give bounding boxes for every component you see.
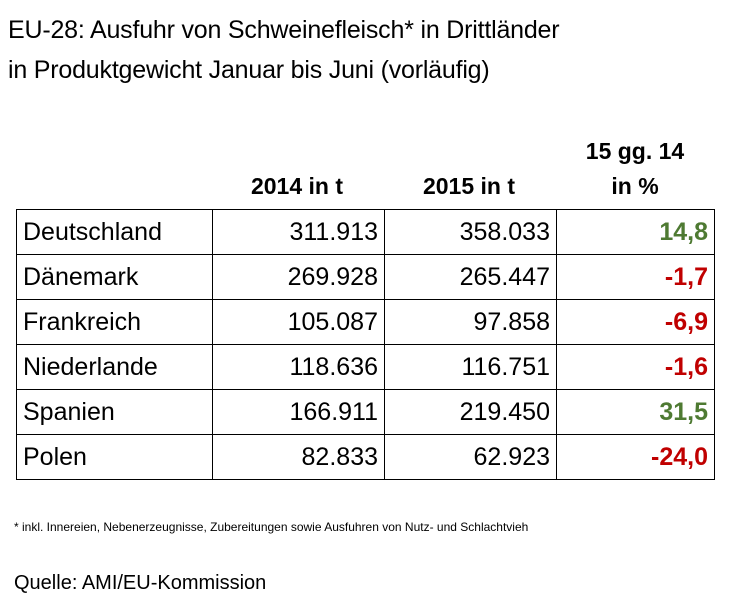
table-row: Frankreich 105.087 97.858 -6,9 [16, 299, 715, 345]
table-row: Deutschland 311.913 358.033 14,8 [16, 209, 715, 255]
change-cell: -6,9 [556, 299, 715, 345]
country-cell: Niederlande [16, 344, 213, 390]
value-2015-cell: 219.450 [384, 389, 557, 435]
country-cell: Polen [16, 434, 213, 480]
value-2015-cell: 97.858 [384, 299, 557, 345]
value-2015-cell: 358.033 [384, 209, 557, 255]
table-row: Dänemark 269.928 265.447 -1,7 [16, 254, 715, 300]
change-cell: -1,6 [556, 344, 715, 390]
value-2015-cell: 62.923 [384, 434, 557, 480]
table-row: Niederlande 118.636 116.751 -1,6 [16, 344, 715, 390]
country-cell: Spanien [16, 389, 213, 435]
title-line-2: in Produktgewicht Januar bis Juni (vorlä… [8, 56, 490, 84]
export-table: Deutschland 311.913 358.033 14,8 Dänemar… [16, 209, 715, 480]
value-2014-cell: 105.087 [212, 299, 385, 345]
footnote: * inkl. Innereien, Nebenerzeugnisse, Zub… [14, 520, 529, 534]
country-cell: Deutschland [16, 209, 213, 255]
column-header-2015: 2015 in t [422, 173, 516, 199]
country-cell: Frankreich [16, 299, 213, 345]
column-header-2014: 2014 in t [250, 173, 344, 199]
value-2015-cell: 265.447 [384, 254, 557, 300]
table-row: Polen 82.833 62.923 -24,0 [16, 434, 715, 480]
value-2014-cell: 311.913 [212, 209, 385, 255]
change-cell: 14,8 [556, 209, 715, 255]
value-2014-cell: 82.833 [212, 434, 385, 480]
table-row: Spanien 166.911 219.450 31,5 [16, 389, 715, 435]
change-cell: -1,7 [556, 254, 715, 300]
page-title: EU-28: Ausfuhr von Schweinefleisch* in D… [8, 10, 724, 90]
value-2014-cell: 118.636 [212, 344, 385, 390]
country-cell: Dänemark [16, 254, 213, 300]
column-header-change-line2: in % [611, 173, 659, 199]
column-header-change-line1: 15 gg. 14 [585, 138, 685, 164]
value-2014-cell: 269.928 [212, 254, 385, 300]
change-cell: 31,5 [556, 389, 715, 435]
source-note: Quelle: AMI/EU-Kommission [14, 572, 267, 594]
value-2014-cell: 166.911 [212, 389, 385, 435]
value-2015-cell: 116.751 [384, 344, 557, 390]
title-line-1: EU-28: Ausfuhr von Schweinefleisch* in D… [8, 16, 560, 44]
change-cell: -24,0 [556, 434, 715, 480]
